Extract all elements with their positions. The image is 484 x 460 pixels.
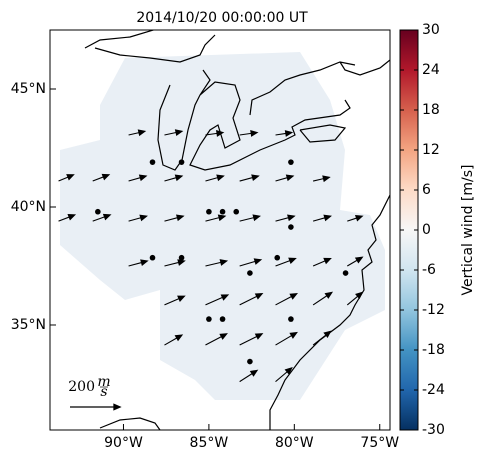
wind-vector — [92, 213, 112, 222]
colorbar-tick-label: -18 — [422, 342, 445, 358]
wind-vector — [128, 259, 149, 267]
y-tick-label: 35°N — [11, 317, 46, 333]
y-tick-label: 45°N — [11, 81, 46, 97]
station-point — [288, 316, 294, 322]
wind-vector — [128, 214, 148, 222]
station-point — [247, 270, 253, 276]
station-point — [288, 159, 294, 165]
colorbar-label: Vertical wind [m/s] — [460, 165, 476, 296]
wind-vector — [239, 174, 260, 182]
wind-vector — [58, 174, 75, 182]
marks: 90°W 85°W 80°W 75°W 35°N 40°N 45°N 200 ms -30 -24 -… — [11, 22, 445, 451]
y-tick-label: 40°N — [11, 199, 46, 215]
x-tick-label: 75°W — [360, 435, 399, 451]
station-point — [178, 159, 185, 165]
wind-vector — [239, 214, 261, 222]
wind-vector — [92, 173, 111, 182]
station-point — [149, 254, 156, 261]
colorbar-tick-label: -12 — [422, 302, 445, 318]
wind-vector — [58, 214, 77, 222]
axes-frame — [49, 29, 391, 431]
station-point — [233, 208, 240, 215]
colorbar-tick-label: 0 — [422, 222, 431, 238]
wind-vector — [205, 294, 230, 306]
key-unit-den: s — [100, 384, 107, 400]
wind-vector — [239, 130, 259, 137]
colorbar-tick-label: 18 — [422, 102, 440, 118]
wind-vector — [312, 257, 332, 267]
station-point — [219, 208, 226, 215]
field-area — [60, 52, 385, 400]
wind-vector — [275, 130, 294, 137]
x-tick-label: 80°W — [275, 435, 314, 451]
wind-vector — [205, 259, 229, 267]
station-point — [95, 208, 101, 215]
colorbar-tick-label: -24 — [422, 382, 445, 398]
wind-vector — [164, 129, 184, 136]
station-point — [288, 224, 294, 230]
wind-vector — [239, 369, 259, 383]
wind-vector — [347, 256, 364, 267]
wind-vector — [239, 333, 264, 346]
colorbar-tick-label: 6 — [422, 182, 431, 198]
wind-vector — [275, 366, 293, 383]
x-tick-label: 90°W — [104, 435, 143, 451]
wind-vector — [275, 174, 295, 182]
wind-vector — [347, 214, 364, 222]
wind-vector — [239, 258, 263, 267]
colorbar-tick-label: 12 — [422, 142, 440, 158]
station-point — [274, 254, 281, 261]
wind-vector — [128, 129, 147, 137]
station-point — [206, 316, 212, 322]
wind-vector — [128, 174, 148, 182]
wind-vector — [275, 331, 298, 346]
wind-vector — [205, 333, 228, 346]
station-point — [342, 270, 349, 276]
wind-vector — [164, 174, 184, 182]
colorbar-tick-label: -6 — [422, 262, 436, 278]
wind-vector — [205, 130, 225, 137]
wind-vector — [164, 334, 184, 346]
wind-vector — [164, 295, 186, 306]
wind-vector — [275, 293, 299, 306]
wind-vector — [205, 214, 227, 222]
wind-vector — [312, 214, 332, 222]
wind-vector — [164, 214, 185, 222]
colorbar-tick-label: -30 — [422, 422, 445, 438]
station-point — [219, 316, 226, 322]
wind-vector — [239, 293, 264, 306]
station-point — [149, 159, 156, 165]
station-point — [247, 358, 253, 365]
wind-vector — [312, 291, 334, 306]
x-tick-label: 85°W — [190, 435, 229, 451]
colorbar-tick-label: 30 — [422, 22, 440, 38]
station-point — [206, 208, 212, 215]
key-value: 200 — [68, 379, 95, 395]
wind-vector — [312, 175, 331, 183]
key-arrow — [70, 403, 122, 411]
wind-vector — [312, 330, 332, 346]
station-point — [178, 254, 185, 261]
colorbar-tick-label: 24 — [422, 62, 440, 78]
map-layer — [60, 30, 390, 430]
wind-vector — [275, 257, 297, 267]
key-unit-num: m — [97, 374, 110, 390]
wind-vector — [205, 174, 225, 182]
map-title: 2014/10/20 00:00:00 UT — [136, 10, 308, 26]
wind-vector — [275, 214, 296, 222]
wind-vector — [346, 291, 364, 306]
